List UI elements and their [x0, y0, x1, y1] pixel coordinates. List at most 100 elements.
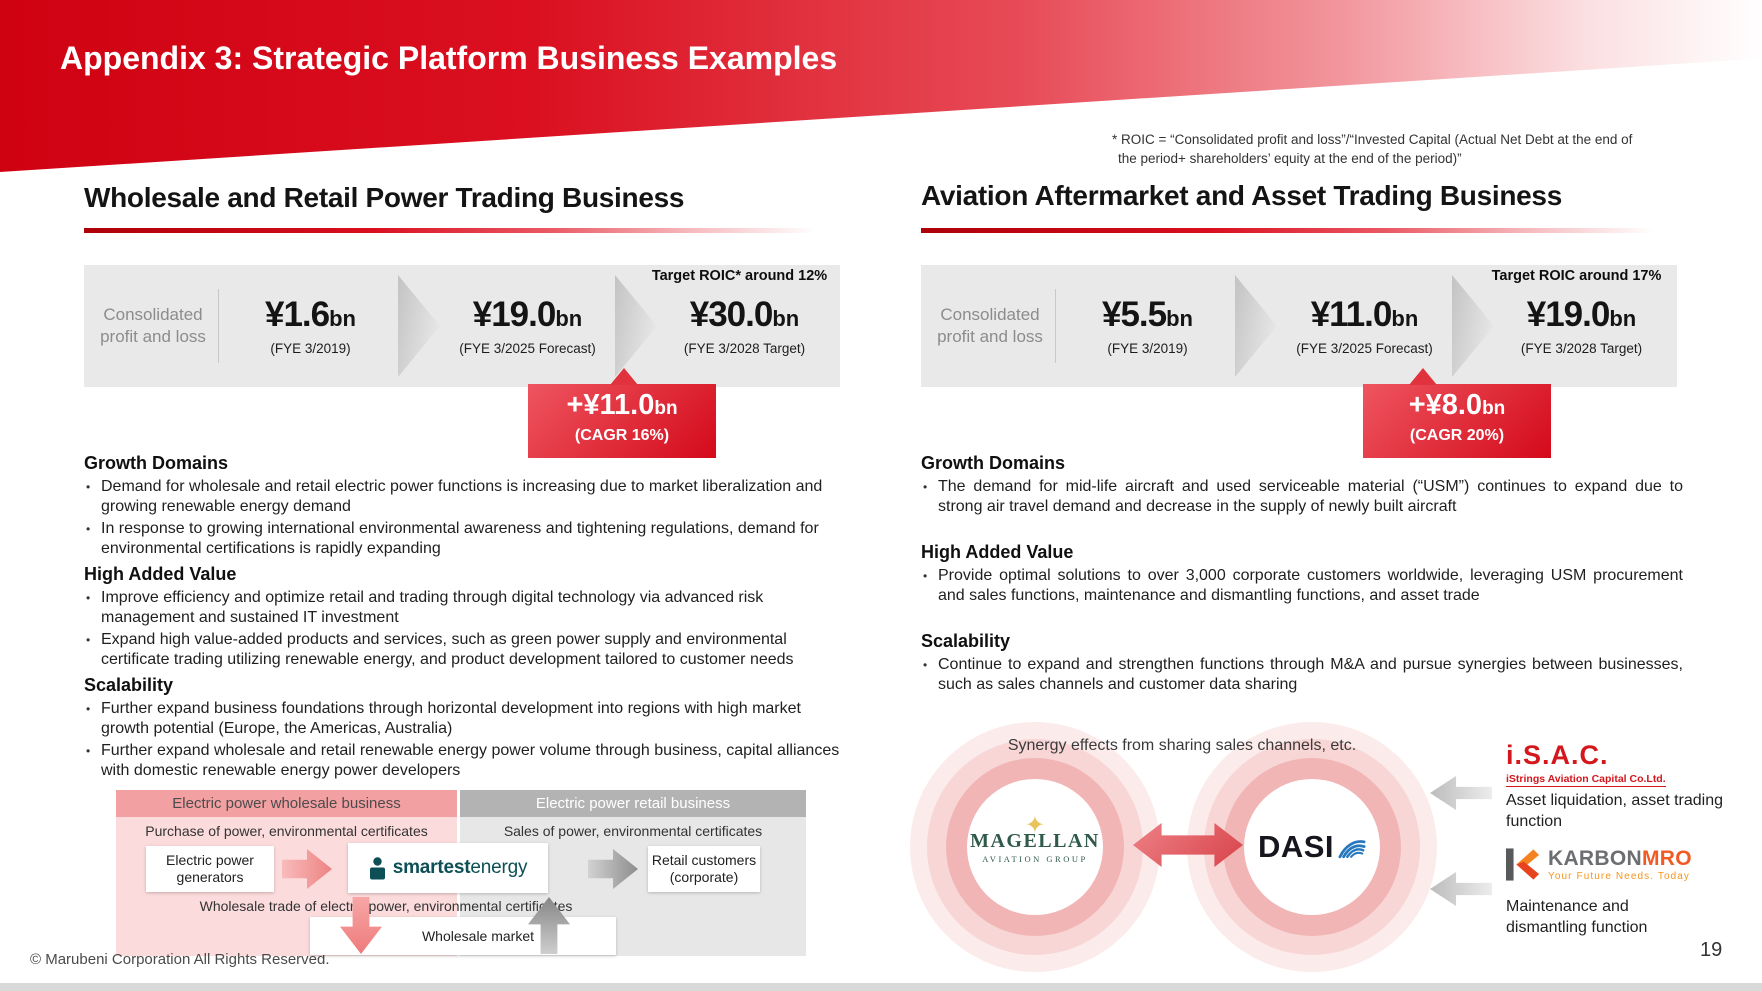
left-metric-fy2025: ¥19.0bn (FYE 3/2025 Forecast): [440, 295, 615, 357]
section-heading-growth-domains: Growth Domains: [84, 453, 229, 473]
left-metric-fy2019: ¥1.6bn (FYE 3/2019): [223, 295, 398, 357]
page-number: 19: [1700, 939, 1723, 961]
page-title: Appendix 3: Strategic Platform Business …: [60, 40, 838, 76]
dasi-circle: DASI: [1244, 779, 1380, 915]
synergy-label: Synergy effects from sharing sales chann…: [1007, 737, 1357, 754]
metric-period: (FYE 3/2019): [270, 341, 351, 356]
chevron-right-icon: [398, 275, 440, 377]
bullet-item: Provide optimal solutions to over 3,000 …: [921, 566, 1683, 606]
dasi-logo: DASI: [1258, 829, 1366, 865]
left-consolidated-pl-label: Consolidated profit and loss: [100, 304, 206, 346]
left-metrics-band: Consolidated profit and loss ¥1.6bn (FYE…: [84, 265, 840, 387]
right-metric-fy2028: Target ROIC around 17% ¥19.0bn (FYE 3/20…: [1492, 268, 1669, 356]
metric-period: (FYE 3/2025 Forecast): [459, 341, 596, 356]
callout-pointer-icon: [610, 368, 638, 385]
metric-period: (FYE 3/2025 Forecast): [1296, 341, 1433, 356]
smartest-energy-logo: smartestenergy: [369, 856, 527, 880]
retail-business-header: Electric power retail business: [460, 790, 806, 817]
bullet-item: The demand for mid-life aircraft and use…: [921, 477, 1683, 517]
bullet-list: Provide optimal solutions to over 3,000 …: [921, 566, 1683, 606]
wholesale-business-header: Electric power wholesale business: [116, 790, 457, 817]
section-heading-high-added-value: High Added Value: [921, 542, 1074, 562]
left-metric-fy2028: Target ROIC* around 12% ¥30.0bn (FYE 3/2…: [652, 268, 832, 356]
metric-value: ¥11.0bn: [1310, 295, 1419, 334]
bullet-list: Demand for wholesale and retail electric…: [84, 477, 850, 559]
chevron-right-icon: [615, 275, 657, 377]
callout-pointer-icon: [1409, 368, 1437, 385]
electric-power-generators-box: Electric power generators: [146, 846, 274, 892]
isac-caption: Asset liquidation, asset trading functio…: [1506, 792, 1724, 830]
right-title-underline: [921, 228, 1676, 233]
right-consolidated-pl-label: Consolidated profit and loss: [937, 304, 1043, 346]
right-metrics-band: Consolidated profit and loss ¥5.5bn (FYE…: [921, 265, 1677, 387]
arrow-left-icon: [1430, 776, 1492, 810]
section-heading-scalability: Scalability: [84, 675, 174, 695]
power-trading-diagram: Electric power wholesale business Electr…: [116, 790, 806, 956]
metric-period: (FYE 3/2028 Target): [1520, 341, 1643, 356]
bullet-item: Continue to expand and strengthen functi…: [921, 655, 1683, 695]
bottom-strip: [0, 983, 1762, 991]
roic-footnote: * ROIC = “Consolidated profit and loss”/…: [1112, 130, 1702, 168]
double-arrow-icon: [1133, 823, 1243, 867]
karbon-caption: Maintenance and dismantling function: [1506, 898, 1648, 936]
delta-value: +¥11.0bn: [566, 389, 678, 421]
bullet-item: Further expand business foundations thro…: [84, 699, 850, 739]
metric-value: ¥5.5bn: [1101, 295, 1193, 334]
metric-value: ¥1.6bn: [264, 295, 356, 334]
sales-label: Sales of power, environmental certificat…: [503, 823, 763, 839]
karbon-wordmark: KARBONMRO Your Future Needs. Today: [1548, 847, 1692, 882]
roic-footnote-line2: the period+ shareholders’ equity at the …: [1118, 151, 1462, 166]
metric-value: ¥19.0bn: [1526, 295, 1637, 334]
target-roic-label: Target ROIC around 17%: [1491, 268, 1662, 284]
section-heading-growth-domains: Growth Domains: [921, 453, 1066, 473]
bullet-item: Further expand wholesale and retail rene…: [84, 741, 850, 781]
divider: [218, 289, 219, 363]
right-text-sections: Growth Domains The demand for mid-life a…: [921, 448, 1683, 719]
delta-value: +¥8.0bn: [1408, 389, 1506, 421]
metric-value: ¥19.0bn: [472, 295, 583, 334]
left-section-title: Wholesale and Retail Power Trading Busin…: [84, 182, 685, 213]
left-text-sections: Growth Domains Demand for wholesale and …: [84, 448, 850, 785]
arrow-left-icon: [1430, 872, 1492, 906]
bullet-item: Expand high value-added products and ser…: [84, 630, 850, 670]
magellan-circle: ✦ MAGELLAN AVIATION GROUP: [967, 779, 1103, 915]
karbonmro-logo: KARBONMRO Your Future Needs. Today: [1506, 848, 1692, 882]
star-icon: ✦: [1024, 812, 1046, 839]
divider: [1055, 289, 1056, 363]
chevron-right-icon: [1235, 275, 1277, 377]
right-delta-callout: +¥8.0bn (CAGR 20%): [1363, 368, 1551, 458]
metric-period: (FYE 3/2028 Target): [683, 341, 806, 356]
roic-footnote-line1: * ROIC = “Consolidated profit and loss”/…: [1112, 132, 1633, 147]
bullet-list: Continue to expand and strengthen functi…: [921, 655, 1683, 695]
bullet-list: Improve efficiency and optimize retail a…: [84, 588, 850, 670]
bullet-item: Demand for wholesale and retail electric…: [84, 477, 850, 517]
copyright-text: © Marubeni Corporation All Rights Reserv…: [30, 951, 330, 968]
section-heading-high-added-value: High Added Value: [84, 564, 237, 584]
left-delta-callout: +¥11.0bn (CAGR 16%): [528, 368, 716, 458]
section-heading-scalability: Scalability: [921, 631, 1011, 651]
wholesale-trade-label: Wholesale trade of electric power, envir…: [199, 898, 573, 914]
cagr-label: (CAGR 16%): [574, 427, 670, 444]
purchase-label: Purchase of power, environmental certifi…: [145, 823, 428, 839]
bullet-list: Further expand business foundations thro…: [84, 699, 850, 781]
metric-period: (FYE 3/2019): [1107, 341, 1188, 356]
right-section-title: Aviation Aftermarket and Asset Trading B…: [921, 180, 1562, 211]
bullet-list: The demand for mid-life aircraft and use…: [921, 477, 1683, 517]
karbon-k-icon: [1506, 848, 1540, 881]
smartest-energy-box: smartestenergy: [348, 843, 548, 893]
bullet-item: In response to growing international env…: [84, 519, 850, 559]
right-metric-fy2025: ¥11.0bn (FYE 3/2025 Forecast): [1277, 295, 1452, 357]
left-title-underline: [84, 228, 839, 233]
person-icon: [369, 856, 385, 879]
isac-logo: i.S.A.C. iStrings Aviation Capital Co.Lt…: [1506, 740, 1666, 787]
wave-icon: [1338, 839, 1366, 858]
chevron-right-icon: [1452, 275, 1494, 377]
target-roic-label: Target ROIC* around 12%: [651, 268, 828, 284]
retail-customers-box: Retail customers (corporate): [648, 846, 760, 892]
metric-value: ¥30.0bn: [689, 295, 800, 334]
cagr-label: (CAGR 20%): [1409, 427, 1505, 444]
bullet-item: Improve efficiency and optimize retail a…: [84, 588, 850, 628]
right-metric-fy2019: ¥5.5bn (FYE 3/2019): [1060, 295, 1235, 357]
magellan-logo: ✦ MAGELLAN AVIATION GROUP: [970, 812, 1100, 864]
